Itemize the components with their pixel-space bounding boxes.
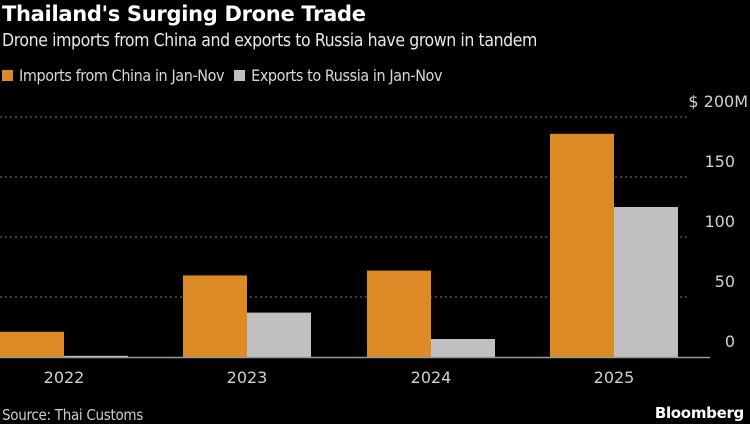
bar-imports-2024 [367,270,431,357]
bar-imports-2022 [0,331,64,357]
y-tick-label: $ 200M [688,92,748,111]
x-tick-label: 2025 [594,368,635,387]
y-tick-label: 0 [725,332,735,351]
legend-label-exports: Exports to Russia in Jan-Nov [251,66,443,85]
legend-label-imports: Imports from China in Jan-Nov [19,66,225,85]
x-tick-label: 2024 [411,368,452,387]
chart-subtitle: Drone imports from China and exports to … [2,31,537,51]
bar-exports-2022 [64,355,128,357]
bar-exports-2023 [247,312,311,357]
bar-exports-2024 [431,339,495,357]
bar-imports-2023 [183,275,247,357]
legend-swatch-exports [234,70,246,81]
legend: Imports from China in Jan-Nov Exports to… [2,66,452,85]
chart-title: Thailand's Surging Drone Trade [2,2,366,26]
y-tick-label: 150 [704,152,735,171]
legend-item-exports: Exports to Russia in Jan-Nov [234,66,442,85]
y-tick-label: 50 [715,272,735,291]
x-tick-label: 2022 [44,368,85,387]
source-note: Source: Thai Customs [2,406,143,424]
x-tick-label: 2023 [227,368,268,387]
bar-exports-2025 [614,207,678,357]
legend-swatch-imports [2,70,13,81]
bloomberg-logo: Bloomberg [654,404,744,422]
legend-item-imports: Imports from China in Jan-Nov [2,66,225,85]
y-tick-label: 100 [704,212,735,231]
bar-imports-2025 [550,133,614,357]
